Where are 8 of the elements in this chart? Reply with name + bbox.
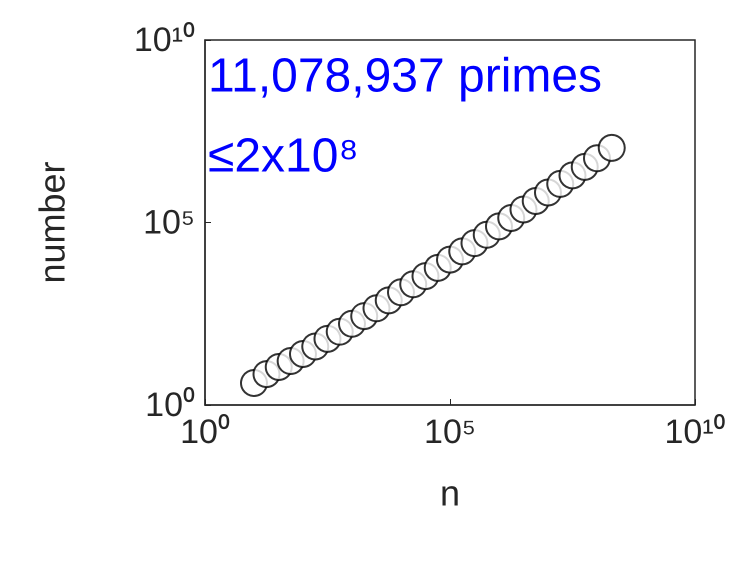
x-tick-label: 10⁵ — [424, 413, 476, 451]
annotation: 11,078,937 primes — [208, 50, 602, 102]
x-tick-label: 10¹⁰ — [664, 413, 726, 451]
y-axis-title: number — [32, 161, 72, 284]
y-tick-label: 10⁵ — [143, 204, 195, 242]
annotation: ≤2x10⁸ — [208, 130, 359, 182]
x-axis-title: n — [440, 472, 460, 514]
y-tick-label: 10¹⁰ — [134, 21, 195, 59]
